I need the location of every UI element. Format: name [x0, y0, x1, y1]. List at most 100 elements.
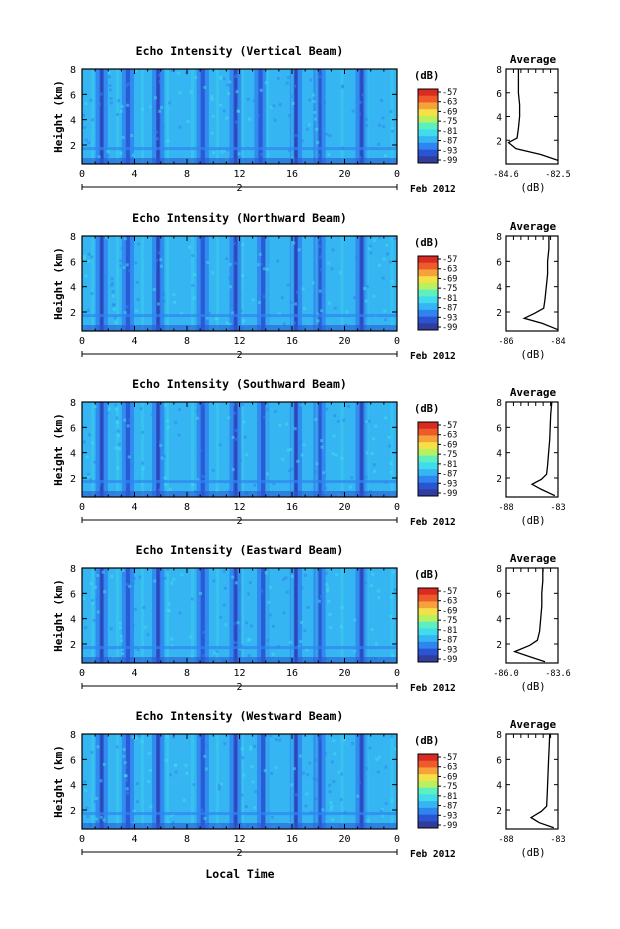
heatmap-cell [238, 294, 242, 298]
heatmap-cell [110, 283, 114, 287]
panel-title: Echo Intensity (Westward Beam) [136, 709, 344, 723]
profile-x-tick-label: -83.6 [545, 669, 571, 679]
heatmap-cell [125, 305, 129, 309]
heatmap-cell [305, 648, 309, 652]
heatmap-cell [153, 263, 157, 267]
heatmap-cell [146, 633, 150, 637]
heatmap-cell [365, 767, 369, 771]
heatmap-cell [190, 597, 194, 601]
profile-frame [505, 235, 559, 332]
colorbar-segment [418, 122, 438, 130]
heatmap-cell [364, 475, 368, 479]
x-tick-label: 0 [394, 502, 400, 513]
heatmap-light-stripe [215, 734, 219, 829]
heatmap-cell [204, 620, 208, 624]
y-tick-label: 4 [70, 781, 76, 792]
heatmap-lowlevel-layer [82, 646, 397, 650]
colorbar-segment [418, 442, 438, 450]
heatmap-cell [198, 449, 202, 453]
heatmap-cell [241, 403, 245, 407]
heatmap-cell [270, 771, 274, 775]
heatmap-cell [174, 763, 178, 767]
heatmap-light-stripe [141, 734, 145, 829]
colorbar-tick-label: -87 [442, 802, 457, 812]
profile-title: Average [510, 552, 557, 565]
heatmap-cell [257, 300, 261, 304]
x-tick-label: 20 [338, 668, 350, 679]
panel-1: Echo Intensity (Northward Beam) 2 4 6 8 Heigh… [52, 211, 566, 362]
heatmap-cell [330, 760, 334, 764]
day-label: 2 [236, 350, 242, 361]
heatmap-cell [200, 808, 204, 812]
x-tick-label: 8 [184, 169, 190, 180]
profile-y-tick-label: 6 [496, 423, 502, 434]
heatmap-cell [229, 285, 233, 289]
heatmap-cell [253, 483, 257, 487]
heatmap-cell [320, 309, 324, 313]
colorbar-segment [418, 475, 438, 483]
heatmap-cell [124, 84, 128, 88]
heatmap-cell [272, 482, 276, 486]
heatmap-light-stripe [365, 236, 369, 331]
heatmap-cell [320, 736, 324, 740]
heatmap-cell [113, 316, 117, 320]
heatmap-light-stripe [190, 734, 194, 829]
heatmap-cell [306, 605, 310, 609]
colorbar-tick-label: -69 [442, 606, 457, 616]
heatmap-cell [161, 125, 165, 129]
heatmap-cell [109, 97, 113, 101]
heatmap-cell [316, 140, 320, 144]
day-label: 2 [236, 682, 242, 693]
heatmap-cell [322, 471, 326, 475]
heatmap-light-stripe [390, 734, 394, 829]
heatmap-cell [326, 589, 330, 593]
colorbar-tick-label: -69 [442, 274, 457, 284]
heatmap-cell [289, 300, 293, 304]
heatmap-band-core [157, 69, 160, 164]
heatmap-band-core [294, 69, 297, 164]
heatmap-cell [134, 261, 138, 265]
heatmap-cell [152, 432, 156, 436]
panel-title: Echo Intensity (Northward Beam) [132, 211, 347, 225]
heatmap-cell [191, 283, 195, 287]
heatmap-cell [334, 453, 338, 457]
heatmap-light-stripe [340, 568, 344, 663]
x-tick-label: 16 [286, 668, 298, 679]
heatmap-light-stripe [240, 568, 244, 663]
heatmap-band [125, 69, 131, 164]
colorbar-segment [418, 780, 438, 788]
heatmap-cell [361, 93, 365, 97]
heatmap-cell [236, 73, 240, 77]
colorbar-segment [418, 482, 438, 490]
profile-y-tick-label: 8 [496, 65, 502, 76]
colorbar-segment [418, 129, 438, 137]
heatmap-cell [390, 470, 394, 474]
heatmap-cell [357, 112, 361, 116]
heatmap-cell [126, 82, 130, 86]
colorbar-tick-label: -93 [442, 811, 457, 821]
heatmap-cell [381, 116, 385, 120]
heatmap-cell [137, 734, 141, 738]
heatmap-cell [315, 127, 319, 131]
colorbar-tick-label: -93 [442, 479, 457, 489]
y-axis-label: Height (km) [52, 80, 65, 153]
heatmap-band-core [100, 236, 103, 331]
heatmap-cell [262, 267, 266, 271]
heatmap-band [258, 69, 263, 164]
heatmap-cell [342, 738, 346, 742]
colorbar-segment [418, 760, 438, 768]
x-tick-label: 8 [184, 668, 190, 679]
heatmap-cell [321, 808, 325, 812]
heatmap-cell [115, 420, 119, 424]
heatmap-cell [274, 765, 278, 769]
heatmap-light-stripe [166, 69, 169, 164]
profile-frame [505, 567, 559, 664]
heatmap-cell [220, 150, 224, 154]
heatmap-cell [141, 467, 145, 471]
heatmap-cell [99, 92, 103, 96]
heatmap-band [261, 568, 266, 663]
heatmap-cell [236, 621, 240, 625]
heatmap-cell [109, 101, 113, 105]
heatmap-cell [325, 582, 329, 586]
heatmap-cell [124, 765, 128, 769]
